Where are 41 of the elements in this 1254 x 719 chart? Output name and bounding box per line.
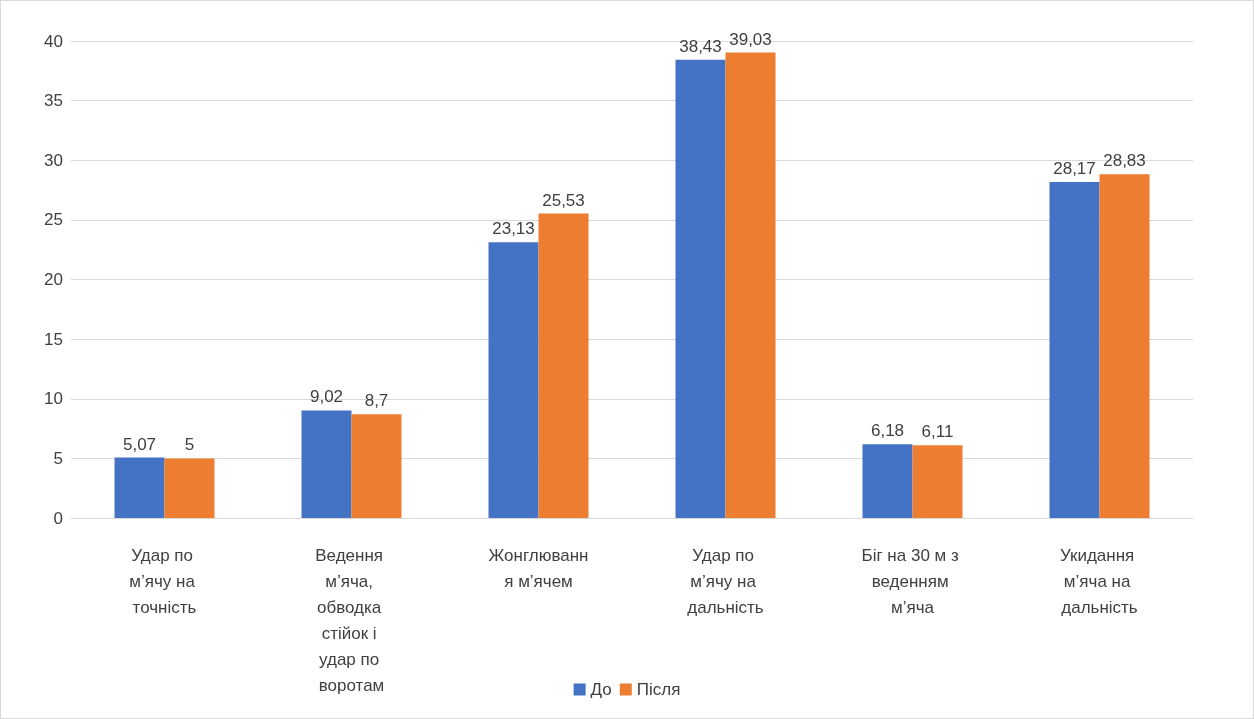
x-tick-label: Удар по м’ячу на дальність bbox=[687, 545, 764, 617]
x-tick-label: Ведення м’яча, обводка стійок і удар по воротам bbox=[315, 545, 388, 695]
data-label: 5 bbox=[184, 435, 195, 455]
x-tick-label: Укидання м’яча на дальність bbox=[1059, 545, 1140, 617]
y-tick-label: 0 bbox=[53, 508, 63, 528]
y-tick-label: 10 bbox=[44, 389, 63, 409]
legend-label: Після bbox=[636, 680, 681, 699]
legend-label: До bbox=[590, 680, 612, 699]
data-label: 25,53 bbox=[542, 190, 585, 210]
data-label: 23,13 bbox=[492, 219, 535, 239]
data-label: 5,07 bbox=[122, 434, 157, 454]
y-tick-label: 20 bbox=[44, 270, 63, 289]
y-tick-label: 40 bbox=[44, 31, 63, 51]
data-label: 6,11 bbox=[921, 422, 954, 442]
y-tick-label: 25 bbox=[44, 210, 63, 230]
data-label: 38,43 bbox=[679, 36, 722, 56]
data-label: 8,7 bbox=[364, 391, 389, 411]
bar bbox=[675, 59, 726, 518]
bar bbox=[1049, 182, 1100, 518]
x-tick-label: Біг на 30 м з веденням м’яча bbox=[861, 545, 964, 617]
data-label: 6,18 bbox=[870, 421, 905, 441]
data-label: 9,02 bbox=[309, 387, 344, 407]
y-tick-label: 15 bbox=[44, 329, 63, 349]
bar bbox=[164, 458, 215, 518]
bar bbox=[488, 242, 539, 518]
bar bbox=[538, 213, 589, 518]
y-tick-label: 35 bbox=[44, 91, 63, 111]
bar bbox=[725, 52, 776, 518]
x-tick-label: Удар по м’ячу на точність bbox=[129, 545, 200, 617]
x-tick-label: Жонглювання м’ячем bbox=[488, 545, 589, 591]
data-label: 39,03 bbox=[729, 29, 772, 49]
bar bbox=[862, 444, 913, 518]
bar bbox=[351, 414, 402, 518]
bar bbox=[301, 410, 352, 518]
y-tick-label: 5 bbox=[53, 448, 63, 468]
bar bbox=[912, 445, 963, 518]
y-tick-label: 30 bbox=[44, 150, 63, 170]
bar bbox=[114, 457, 165, 518]
bar bbox=[1099, 174, 1150, 518]
data-label: 28,17 bbox=[1053, 159, 1096, 179]
data-label: 28,83 bbox=[1103, 151, 1146, 171]
